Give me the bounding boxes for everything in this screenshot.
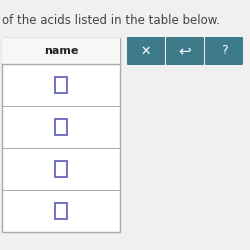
Bar (55, 77, 67, 93)
Bar (55, 161, 67, 177)
FancyBboxPatch shape (205, 37, 243, 65)
Text: name: name (44, 46, 78, 56)
Bar (2, 38, 120, 64)
FancyBboxPatch shape (127, 37, 165, 65)
Text: ✕: ✕ (141, 44, 151, 58)
Bar (2, 38, 120, 232)
Bar (55, 119, 67, 135)
Text: ↩: ↩ (178, 44, 192, 59)
FancyBboxPatch shape (166, 37, 204, 65)
Text: ?: ? (221, 44, 227, 58)
Bar (55, 203, 67, 219)
Text: of the acids listed in the table below.: of the acids listed in the table below. (2, 14, 220, 27)
